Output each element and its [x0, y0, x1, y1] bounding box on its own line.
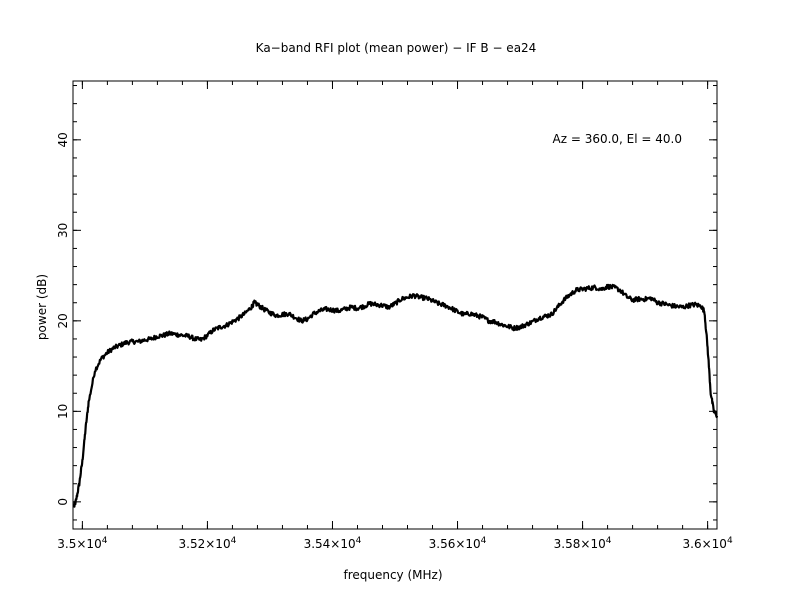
az-el-annotation: Az = 360.0, El = 40.0 [553, 132, 683, 146]
x-tick-label: 3.58×104 [554, 536, 612, 551]
y-tick-label: 30 [56, 223, 70, 238]
x-tick-label: 3.6×104 [683, 536, 733, 551]
y-axis-label: power (dB) [35, 274, 49, 340]
plot-border [72, 80, 718, 530]
power-series-line [73, 283, 719, 508]
x-axis-label: frequency (MHz) [343, 568, 442, 582]
x-tick-label: 3.54×104 [304, 536, 362, 551]
x-tick-label: 3.56×104 [429, 536, 487, 551]
plot-frame [72, 80, 718, 530]
y-tick-label: 20 [56, 313, 70, 328]
chart-title: Ka−band RFI plot (mean power) − IF B − e… [256, 41, 537, 55]
y-tick-label: 10 [56, 404, 70, 419]
y-tick-label: 40 [56, 132, 70, 147]
x-tick-label: 3.52×104 [179, 536, 237, 551]
axis-ticks [73, 81, 717, 529]
y-tick-labels: 0 10 20 30 40 [56, 132, 70, 505]
x-tick-labels: 3.5×104 3.52×104 3.54×104 3.56×104 3.58×104 3… [57, 536, 733, 551]
y-tick-label: 0 [56, 498, 70, 506]
x-tick-label: 3.5×104 [57, 536, 107, 551]
